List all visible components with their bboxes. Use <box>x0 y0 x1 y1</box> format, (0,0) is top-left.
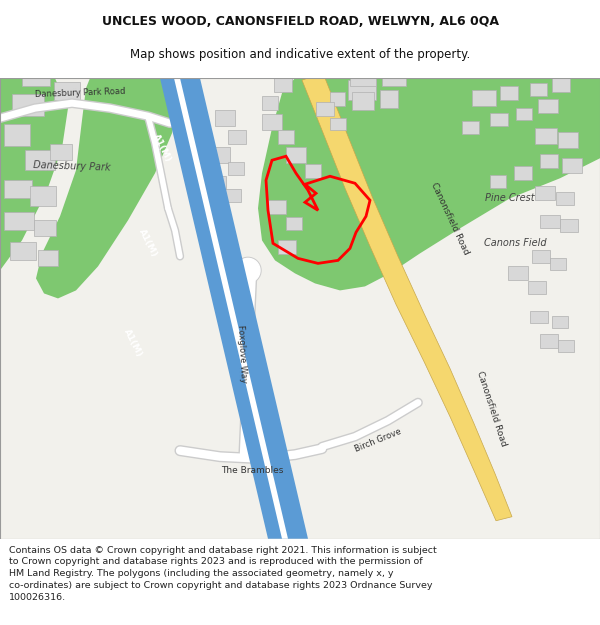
Bar <box>490 175 506 188</box>
Bar <box>4 213 34 231</box>
Circle shape <box>236 258 260 282</box>
Bar <box>550 258 566 271</box>
Bar <box>532 251 550 263</box>
Bar <box>268 200 286 214</box>
Bar <box>4 180 32 198</box>
Bar <box>535 128 557 144</box>
Polygon shape <box>258 78 600 291</box>
Text: Pine Crest: Pine Crest <box>485 193 535 203</box>
Text: UNCLES WOOD, CANONSFIELD ROAD, WELWYN, AL6 0QA: UNCLES WOOD, CANONSFIELD ROAD, WELWYN, A… <box>101 16 499 28</box>
Bar <box>274 76 292 92</box>
Bar <box>228 130 246 144</box>
Bar <box>278 130 294 144</box>
Bar <box>286 217 302 231</box>
Bar <box>382 68 406 86</box>
Bar <box>472 90 496 106</box>
Bar <box>558 132 578 148</box>
Bar <box>352 92 374 110</box>
Bar <box>380 90 398 108</box>
Bar <box>508 266 528 281</box>
Text: Canons Field: Canons Field <box>484 238 547 248</box>
Bar <box>262 114 282 130</box>
Bar <box>22 64 50 86</box>
Bar <box>530 311 548 324</box>
Bar <box>556 192 574 205</box>
Bar <box>552 76 570 92</box>
Bar <box>514 166 532 180</box>
Circle shape <box>235 258 261 283</box>
Bar <box>500 86 518 100</box>
Bar <box>34 221 56 236</box>
Bar <box>562 158 582 173</box>
Text: Canonsfield Road: Canonsfield Road <box>476 370 508 448</box>
Bar <box>560 219 578 232</box>
Polygon shape <box>36 78 178 298</box>
Bar <box>225 189 241 202</box>
Bar <box>535 186 555 200</box>
Text: A1(M): A1(M) <box>137 228 159 259</box>
Text: A1(M): A1(M) <box>151 132 173 164</box>
Bar <box>330 92 345 106</box>
Bar <box>210 148 230 163</box>
Bar <box>540 334 558 349</box>
Bar <box>530 83 547 96</box>
Bar <box>316 102 334 116</box>
Bar <box>516 108 532 120</box>
Bar <box>4 124 30 146</box>
Bar <box>538 99 558 113</box>
Bar <box>528 281 546 294</box>
Text: The Brambles: The Brambles <box>221 466 283 475</box>
Polygon shape <box>174 78 288 539</box>
Polygon shape <box>160 78 308 539</box>
Text: Canonsfield Road: Canonsfield Road <box>429 181 471 256</box>
Text: Map shows position and indicative extent of the property.: Map shows position and indicative extent… <box>130 48 470 61</box>
Bar <box>540 215 560 228</box>
Bar <box>25 150 55 170</box>
Bar <box>10 242 36 261</box>
Bar <box>215 110 235 126</box>
Bar <box>552 316 568 329</box>
Text: Foxglove Way: Foxglove Way <box>236 324 248 382</box>
Text: Danesbury Park: Danesbury Park <box>33 160 111 172</box>
Bar <box>350 66 376 86</box>
Bar <box>50 144 72 160</box>
Bar <box>208 176 226 190</box>
Bar <box>54 82 80 100</box>
Polygon shape <box>0 78 68 271</box>
Bar <box>228 162 244 175</box>
Polygon shape <box>302 78 512 521</box>
Bar <box>490 113 508 126</box>
Text: A1(M): A1(M) <box>122 328 144 359</box>
Bar <box>540 154 558 168</box>
Bar <box>30 186 56 206</box>
Bar <box>348 80 376 100</box>
Text: Contains OS data © Crown copyright and database right 2021. This information is : Contains OS data © Crown copyright and d… <box>9 546 437 602</box>
Text: Danesbury Park Road: Danesbury Park Road <box>35 87 125 99</box>
Bar <box>38 251 58 266</box>
Bar <box>558 341 574 352</box>
Bar <box>462 121 479 134</box>
Bar <box>305 164 321 178</box>
Bar <box>12 94 44 116</box>
Text: Birch Grove: Birch Grove <box>353 427 403 454</box>
Bar <box>330 118 346 130</box>
Bar <box>278 241 296 254</box>
Bar <box>262 96 278 110</box>
Bar <box>286 148 306 163</box>
